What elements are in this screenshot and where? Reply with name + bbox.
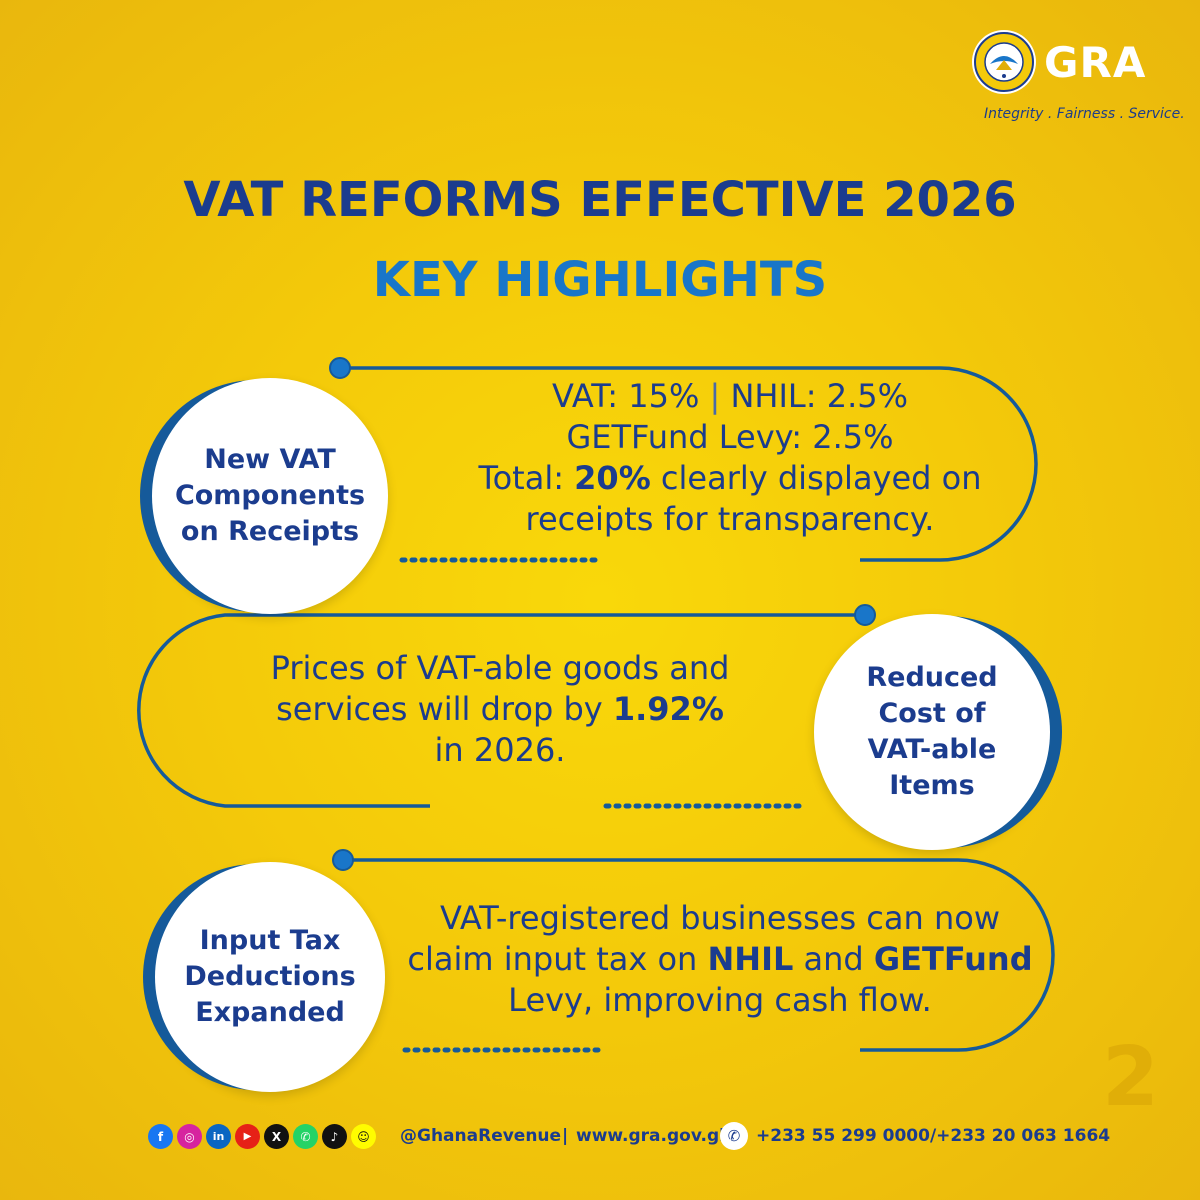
linkedin-icon[interactable]: in (206, 1124, 231, 1149)
page-subtitle: KEY HIGHLIGHTS (372, 252, 828, 308)
page-number: 2 (1102, 1030, 1160, 1125)
instagram-icon[interactable]: ◎ (177, 1124, 202, 1149)
phone-icon: ✆ (720, 1122, 748, 1150)
social-icons: f ◎ in ▶ X ✆ ♪ ☺ (148, 1124, 376, 1149)
highlight-1-line-1: VAT: 15% | NHIL: 2.5% (552, 377, 908, 415)
highlight-2-line-1: Prices of VAT-able goods and (270, 649, 730, 687)
highlight-1-line-4: receipts for transparency. (525, 500, 935, 538)
snapchat-icon[interactable]: ☺ (351, 1124, 376, 1149)
page-title: VAT REFORMS EFFECTIVE 2026 (183, 172, 1017, 228)
highlight-2-label: Reduced Cost of VAT-able Items (866, 662, 998, 801)
facebook-icon[interactable]: f (148, 1124, 173, 1149)
social-handle[interactable]: @GhanaRevenue (400, 1126, 562, 1146)
highlight-3-label: Input Tax Deductions Expanded (184, 925, 356, 1028)
highlight-2-line-2: services will drop by 1.92% (276, 690, 724, 728)
highlight-1-bubble: New VAT Components on Receipts (152, 378, 388, 614)
highlight-3-line-3: Levy, improving cash flow. (508, 981, 932, 1019)
highlight-3-text: VAT-registered businesses can now claim … (395, 898, 1045, 1021)
youtube-icon[interactable]: ▶ (235, 1124, 260, 1149)
card-3-frame (343, 858, 1055, 1053)
x-icon[interactable]: X (264, 1124, 289, 1149)
highlight-3-line-1: VAT-registered businesses can now (440, 899, 1000, 937)
tiktok-icon[interactable]: ♪ (322, 1124, 347, 1149)
gra-logo: GRA Integrity . Fairness . Service. (970, 28, 1185, 128)
brand-tagline: Integrity . Fairness . Service. (984, 106, 1185, 122)
highlight-1-line-2: GETFund Levy: 2.5% (566, 418, 894, 456)
gra-seal-icon (972, 30, 1036, 94)
highlight-3-line-2: claim input tax on NHIL and GETFund (407, 940, 1033, 978)
highlight-2-line-3: in 2026. (434, 731, 566, 769)
highlight-1-label: New VAT Components on Receipts (174, 444, 366, 547)
whatsapp-icon[interactable]: ✆ (293, 1124, 318, 1149)
brand-name: GRA (1044, 38, 1147, 87)
highlight-2-bubble: Reduced Cost of VAT-able Items (814, 614, 1050, 850)
footer-separator: | (562, 1126, 569, 1146)
highlight-3-bubble: Input Tax Deductions Expanded (155, 862, 385, 1092)
highlight-2-text: Prices of VAT-able goods and services wi… (200, 648, 800, 771)
highlight-1-line-3: Total: 20% clearly displayed on (478, 459, 982, 497)
highlight-1-text: VAT: 15% | NHIL: 2.5% GETFund Levy: 2.5%… (420, 376, 1040, 540)
phone-numbers: +233 55 299 0000/+233 20 063 1664 (756, 1126, 1111, 1146)
card-2-frame (137, 613, 865, 809)
website-link[interactable]: www.gra.gov.gh (576, 1126, 732, 1146)
card-1-frame (340, 366, 1038, 563)
